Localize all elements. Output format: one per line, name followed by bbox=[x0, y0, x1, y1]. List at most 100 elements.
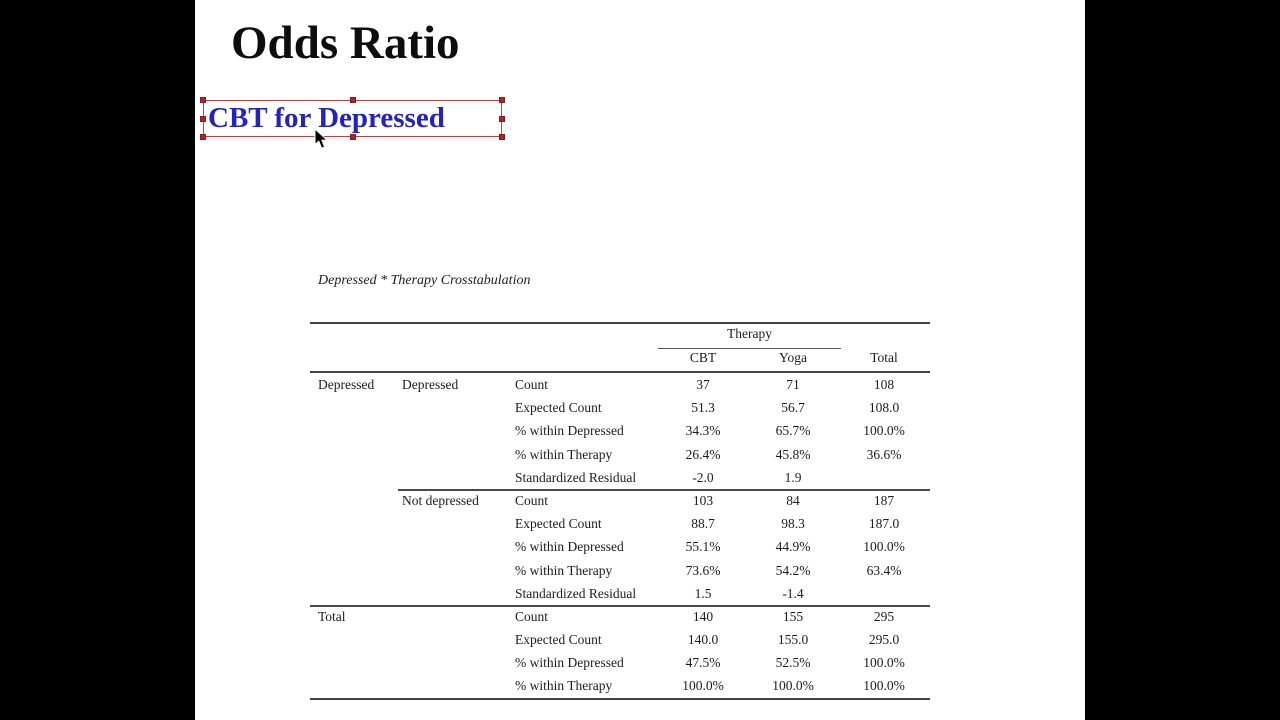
selection-handle-s[interactable] bbox=[349, 134, 356, 140]
table-cell: Count bbox=[515, 608, 549, 624]
table-section-divider bbox=[310, 605, 930, 607]
table-cell: Expected Count bbox=[515, 516, 602, 532]
table-cell bbox=[310, 674, 402, 697]
table-row: Expected Count 88.7 98.3 187.0 bbox=[310, 512, 930, 535]
table-cell: % within Depressed bbox=[515, 423, 624, 439]
table-cell: 140.0 bbox=[687, 632, 719, 648]
table-rule-top bbox=[310, 322, 930, 324]
textbox-text[interactable]: CBT for Depressed bbox=[208, 102, 445, 134]
table-cell: 54.2% bbox=[775, 562, 811, 578]
selected-textbox[interactable]: CBT for Depressed bbox=[200, 97, 505, 140]
table-cell bbox=[310, 628, 402, 651]
table-section-divider bbox=[398, 489, 930, 491]
table-cell bbox=[310, 443, 402, 466]
table-cell: 34.3% bbox=[685, 423, 721, 439]
table-cell: 1.5 bbox=[694, 585, 712, 601]
table-cell: % within Therapy bbox=[515, 562, 613, 578]
table-cell: 55.1% bbox=[685, 539, 721, 555]
table-cell bbox=[310, 559, 402, 582]
table-cell: 100.0% bbox=[863, 678, 905, 694]
selection-handle-n[interactable] bbox=[349, 97, 356, 103]
table-cell: 98.3 bbox=[781, 516, 805, 532]
table-cell bbox=[838, 582, 930, 605]
table-cell: 88.7 bbox=[691, 516, 715, 532]
table-cell: 26.4% bbox=[685, 446, 721, 462]
table-cell bbox=[402, 419, 515, 442]
table-cell bbox=[402, 605, 515, 628]
table-cell: 73.6% bbox=[685, 562, 721, 578]
selection-handle-se[interactable] bbox=[499, 134, 505, 140]
table-body: Depressed Depressed Count 37 71 108 Expected C… bbox=[310, 373, 930, 698]
table-cell: Expected Count bbox=[515, 400, 602, 416]
table-cell: -1.4 bbox=[782, 585, 804, 601]
table-cell: 63.4% bbox=[866, 562, 902, 578]
selection-handle-ne[interactable] bbox=[499, 97, 505, 103]
table-cell: Expected Count bbox=[515, 632, 602, 648]
table-cell: 36.6% bbox=[866, 446, 902, 462]
table-cell: 44.9% bbox=[775, 539, 811, 555]
slide-title[interactable]: Odds Ratio bbox=[231, 17, 460, 69]
table-cell: 100.0% bbox=[682, 678, 724, 694]
table-cell: 187 bbox=[873, 492, 895, 508]
table-row: % within Therapy 26.4% 45.8% 36.6% bbox=[310, 443, 930, 466]
table-cell: % within Therapy bbox=[515, 446, 613, 462]
table-cell: Standardized Residual bbox=[515, 469, 637, 485]
slide-canvas: Odds Ratio CBT for Depressed Depressed *… bbox=[195, 0, 1085, 720]
table-cell: 295.0 bbox=[868, 632, 900, 648]
table-row: Depressed Depressed Count 37 71 108 bbox=[310, 373, 930, 396]
table-cell: 295 bbox=[873, 608, 895, 624]
table-cell bbox=[838, 466, 930, 489]
table-cell bbox=[402, 628, 515, 651]
column-header-cbt: CBT bbox=[689, 350, 717, 365]
table-cell: 103 bbox=[692, 492, 714, 508]
table-cell: 155.0 bbox=[777, 632, 809, 648]
table-cell: 84 bbox=[786, 492, 800, 508]
table-cell: Count bbox=[515, 492, 549, 508]
table-cell: 100.0% bbox=[863, 423, 905, 439]
table-row: % within Depressed 34.3% 65.7% 100.0% bbox=[310, 419, 930, 442]
selection-handle-w[interactable] bbox=[200, 115, 206, 122]
table-row: % within Therapy 73.6% 54.2% 63.4% bbox=[310, 559, 930, 582]
table-row: Expected Count 51.3 56.7 108.0 bbox=[310, 396, 930, 419]
table-cell: % within Depressed bbox=[515, 539, 624, 555]
table-cell: Not depressed bbox=[402, 492, 479, 508]
table-row: Standardized Residual -2.0 1.9 bbox=[310, 466, 930, 489]
selection-handle-nw[interactable] bbox=[200, 97, 206, 103]
table-cell: % within Therapy bbox=[515, 678, 613, 694]
table-cell: Total bbox=[318, 608, 346, 624]
selection-handle-e[interactable] bbox=[499, 115, 505, 122]
table-cell bbox=[310, 582, 402, 605]
table-cell bbox=[310, 466, 402, 489]
table-cell bbox=[402, 535, 515, 558]
table-cell: 65.7% bbox=[775, 423, 811, 439]
table-cell: 108 bbox=[873, 377, 895, 392]
table-row: Total Count 140 155 295 bbox=[310, 605, 930, 628]
table-cell: Count bbox=[515, 377, 549, 392]
table-rule-bottom bbox=[310, 698, 930, 700]
table-cell bbox=[310, 535, 402, 558]
table-cell: 51.3 bbox=[691, 400, 715, 416]
table-cell bbox=[402, 512, 515, 535]
table-cell: 187.0 bbox=[868, 516, 900, 532]
table-cell: 100.0% bbox=[863, 539, 905, 555]
table-cell bbox=[310, 489, 402, 512]
table-cell: 47.5% bbox=[685, 655, 721, 671]
table-row: % within Therapy 100.0% 100.0% 100.0% bbox=[310, 674, 930, 697]
table-cell bbox=[310, 396, 402, 419]
table-cell bbox=[402, 396, 515, 419]
table-cell: 37 bbox=[696, 377, 710, 392]
selection-handle-sw[interactable] bbox=[200, 134, 206, 140]
table-cell: 71 bbox=[786, 377, 800, 392]
table-cell bbox=[402, 443, 515, 466]
table-cell bbox=[310, 512, 402, 535]
table-cell: 140 bbox=[692, 608, 714, 624]
crosstab-caption: Depressed * Therapy Crosstabulation bbox=[318, 273, 531, 288]
table-cell bbox=[402, 559, 515, 582]
crosstab-table[interactable]: Therapy CBT Yoga Total Depressed Depresse… bbox=[310, 322, 930, 704]
table-cell: 45.8% bbox=[775, 446, 811, 462]
column-header-yoga: Yoga bbox=[779, 350, 807, 365]
table-cell: 155 bbox=[782, 608, 804, 624]
table-cell: Depressed bbox=[402, 377, 459, 392]
table-row: Standardized Residual 1.5 -1.4 bbox=[310, 582, 930, 605]
